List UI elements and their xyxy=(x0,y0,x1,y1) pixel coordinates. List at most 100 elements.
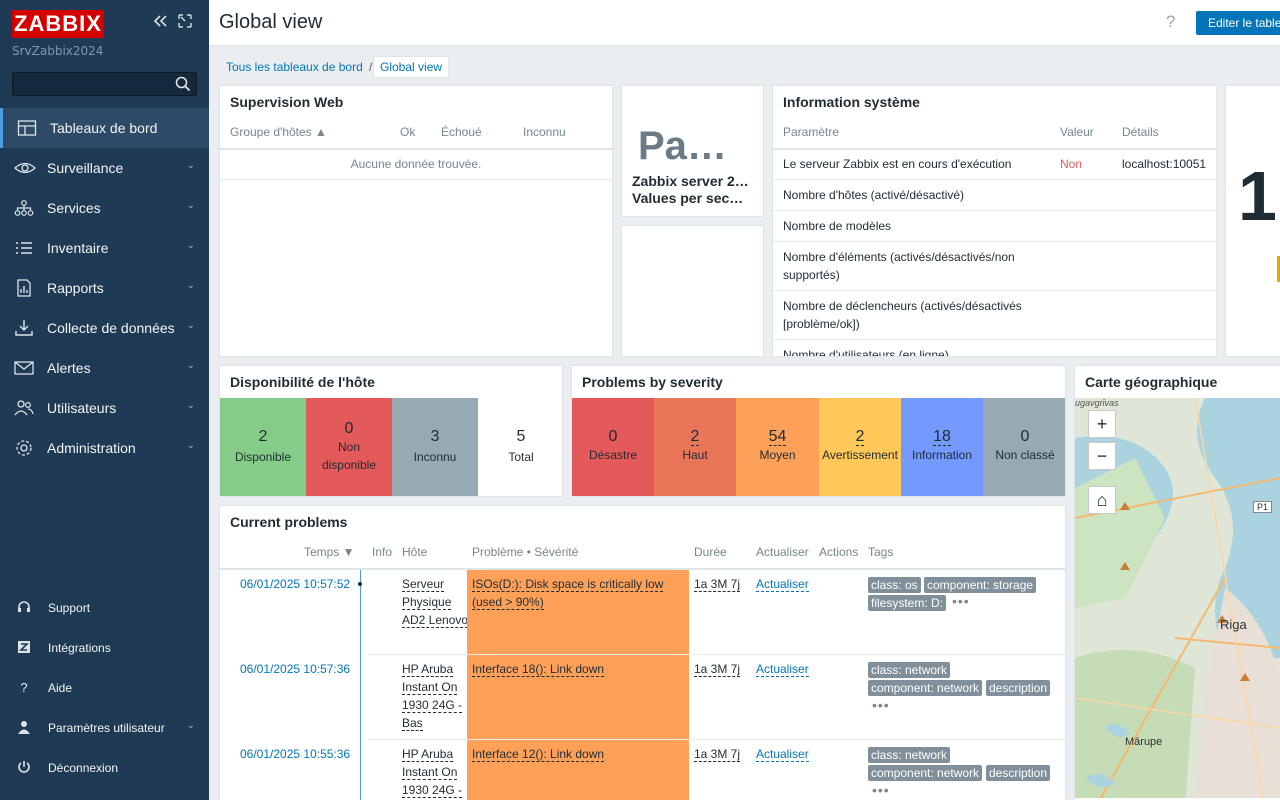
breadcrumb-all-dashboards[interactable]: Tous les tableaux de bord xyxy=(226,60,363,74)
problem-name[interactable]: Interface 12(): Link down xyxy=(472,747,605,762)
item-value-widget[interactable]: Pa… Zabbix server 2… Values per sec… xyxy=(621,85,764,217)
problem-severity-cell[interactable]: Interface 18(): Link down xyxy=(467,655,689,739)
problem-time[interactable]: 06/01/2025 10:57:52 xyxy=(240,577,351,591)
map-road-label: P1 xyxy=(1253,501,1273,513)
zoom-out-button[interactable]: − xyxy=(1088,442,1116,470)
availability-available[interactable]: 2 Disponible xyxy=(220,398,306,496)
map-canvas[interactable]: ugavgrīvas Riga Mārupe P1 + − ⌂ xyxy=(1075,398,1280,798)
empty-message: Aucune donnée trouvée. xyxy=(350,157,482,171)
nav-item-alerts[interactable]: Alertes ⌄ xyxy=(0,348,209,388)
search-input[interactable] xyxy=(13,73,173,95)
nav-item-logout[interactable]: Déconnexion xyxy=(0,748,209,788)
update-link[interactable]: Actualiser xyxy=(756,577,809,592)
problem-name[interactable]: Interface 18(): Link down xyxy=(472,662,605,677)
problem-time[interactable]: 06/01/2025 10:57:36 xyxy=(240,662,351,676)
tag[interactable]: description xyxy=(986,765,1051,781)
tag[interactable]: description xyxy=(986,680,1051,696)
update-link[interactable]: Actualiser xyxy=(756,747,809,762)
dashboard-icon xyxy=(17,119,37,137)
geomap-widget: Carte géographique ugavgrīvas Riga Mārup… xyxy=(1074,365,1280,800)
update-link[interactable]: Actualiser xyxy=(756,662,809,677)
severity-average[interactable]: 54 Moyen xyxy=(736,398,819,496)
problem-severity-cell[interactable]: Interface 12(): Link down xyxy=(467,740,689,800)
problem-host[interactable]: HP Aruba Instant On 1930 24G - xyxy=(402,747,463,798)
row-divider xyxy=(368,739,1065,740)
more-tags-icon[interactable]: ••• xyxy=(872,697,890,713)
nav-item-users[interactable]: Utilisateurs ⌄ xyxy=(0,388,209,428)
col-actions: Actions xyxy=(819,545,859,559)
severity-not-classified[interactable]: 0 Non classé xyxy=(983,398,1065,496)
sysinfo-details: localhost:10051 xyxy=(1122,157,1207,171)
tag[interactable]: class: os xyxy=(868,577,921,593)
nav-label: Collecte de données xyxy=(47,320,175,336)
problem-duration[interactable]: 1a 3M 7j xyxy=(694,747,741,762)
nav-item-surveillance[interactable]: Surveillance ⌄ xyxy=(0,148,209,188)
tag[interactable]: component: network xyxy=(868,680,983,696)
map-label-city: Riga xyxy=(1220,617,1247,632)
search-icon[interactable] xyxy=(175,76,191,95)
problem-duration[interactable]: 1a 3M 7j xyxy=(694,662,741,677)
tag[interactable]: component: network xyxy=(868,765,983,781)
home-icon[interactable]: ⌂ xyxy=(1088,486,1116,514)
availability-unknown[interactable]: 3 Inconnu xyxy=(392,398,478,496)
severity-information[interactable]: 18 Information xyxy=(901,398,983,496)
nav-label: Déconnexion xyxy=(48,761,119,775)
timeline-dot xyxy=(358,582,362,586)
tag[interactable]: class: network xyxy=(868,747,951,763)
label: Non classé xyxy=(995,448,1055,462)
nav-item-services[interactable]: Services ⌄ xyxy=(0,188,209,228)
count: 2 xyxy=(258,428,268,445)
row-divider xyxy=(368,654,1065,655)
nav-item-administration[interactable]: Administration ⌄ xyxy=(0,428,209,468)
more-tags-icon[interactable]: ••• xyxy=(872,782,890,798)
sysinfo-param: Nombre d'utilisateurs (en ligne) xyxy=(783,348,949,357)
nav-item-inventory[interactable]: Inventaire ⌄ xyxy=(0,228,209,268)
nav-item-user-settings[interactable]: Paramètres utilisateur ⌄ xyxy=(0,708,209,748)
edit-dashboard-button[interactable]: Editer le tableau de bord xyxy=(1196,11,1280,35)
severity-high[interactable]: 2 Haut xyxy=(654,398,736,496)
sysinfo-param: Nombre d'hôtes (activé/désactivé) xyxy=(783,188,965,202)
widget-title: Problems by severity xyxy=(582,374,723,390)
widget-title: Disponibilité de l'hôte xyxy=(230,374,375,390)
zoom-in-button[interactable]: + xyxy=(1088,410,1116,438)
nav-label: Support xyxy=(48,601,91,615)
power-icon xyxy=(16,760,32,776)
help-icon[interactable]: ? xyxy=(1166,12,1176,31)
nav-item-dashboards[interactable]: Tableaux de bord xyxy=(0,108,209,148)
nav-label: Utilisateurs xyxy=(47,400,117,416)
item-value: Pa… xyxy=(638,124,727,168)
problem-host[interactable]: HP Aruba Instant On 1930 24G - Bas xyxy=(402,662,463,731)
col-time[interactable]: Temps ▼ xyxy=(304,545,355,559)
kiosk-mode-icon[interactable] xyxy=(178,14,192,32)
tag[interactable]: class: network xyxy=(868,662,951,678)
zabbix-logo[interactable]: ZABBIX xyxy=(12,10,104,38)
more-tags-icon[interactable]: ••• xyxy=(952,593,970,609)
nav-item-reports[interactable]: Rapports ⌄ xyxy=(0,268,209,308)
sysinfo-param: Nombre de modèles xyxy=(783,219,892,233)
nav-item-support[interactable]: Support xyxy=(0,588,209,628)
nav-item-data-collection[interactable]: Collecte de données ⌄ xyxy=(0,308,209,348)
col-host-group[interactable]: Groupe d'hôtes ▲ xyxy=(230,125,327,139)
problem-time[interactable]: 06/01/2025 10:55:36 xyxy=(240,747,351,761)
nav-item-help[interactable]: ? Aide xyxy=(0,668,209,708)
count: 5 xyxy=(516,428,526,445)
severity-warning[interactable]: 2 Avertissement xyxy=(819,398,901,496)
count: 54 xyxy=(768,428,787,446)
report-icon xyxy=(14,279,34,297)
problem-duration[interactable]: 1a 3M 7j xyxy=(694,577,741,592)
breadcrumb-current[interactable]: Global view xyxy=(373,56,450,78)
tag[interactable]: component: storage xyxy=(924,577,1037,593)
severity-disaster[interactable]: 0 Désastre xyxy=(572,398,654,496)
nav-item-integrations[interactable]: Intégrations xyxy=(0,628,209,668)
sidebar-search xyxy=(12,72,197,96)
row-divider xyxy=(773,210,1216,211)
tag[interactable]: filesystem: D: xyxy=(868,595,947,611)
count: 3 xyxy=(430,428,440,445)
col-host: Hôte xyxy=(402,545,428,559)
availability-unavailable[interactable]: 0 Non disponible xyxy=(306,398,392,496)
collapse-sidebar-icon[interactable] xyxy=(152,14,168,32)
problem-host[interactable]: Serveur Physique AD2 Lenovo xyxy=(402,577,469,628)
problem-severity-cell[interactable]: ISOs(D:): Disk space is critically low (… xyxy=(467,570,689,654)
problem-name[interactable]: ISOs(D:): Disk space is critically low (… xyxy=(472,577,664,610)
label: Inconnu xyxy=(413,450,457,464)
